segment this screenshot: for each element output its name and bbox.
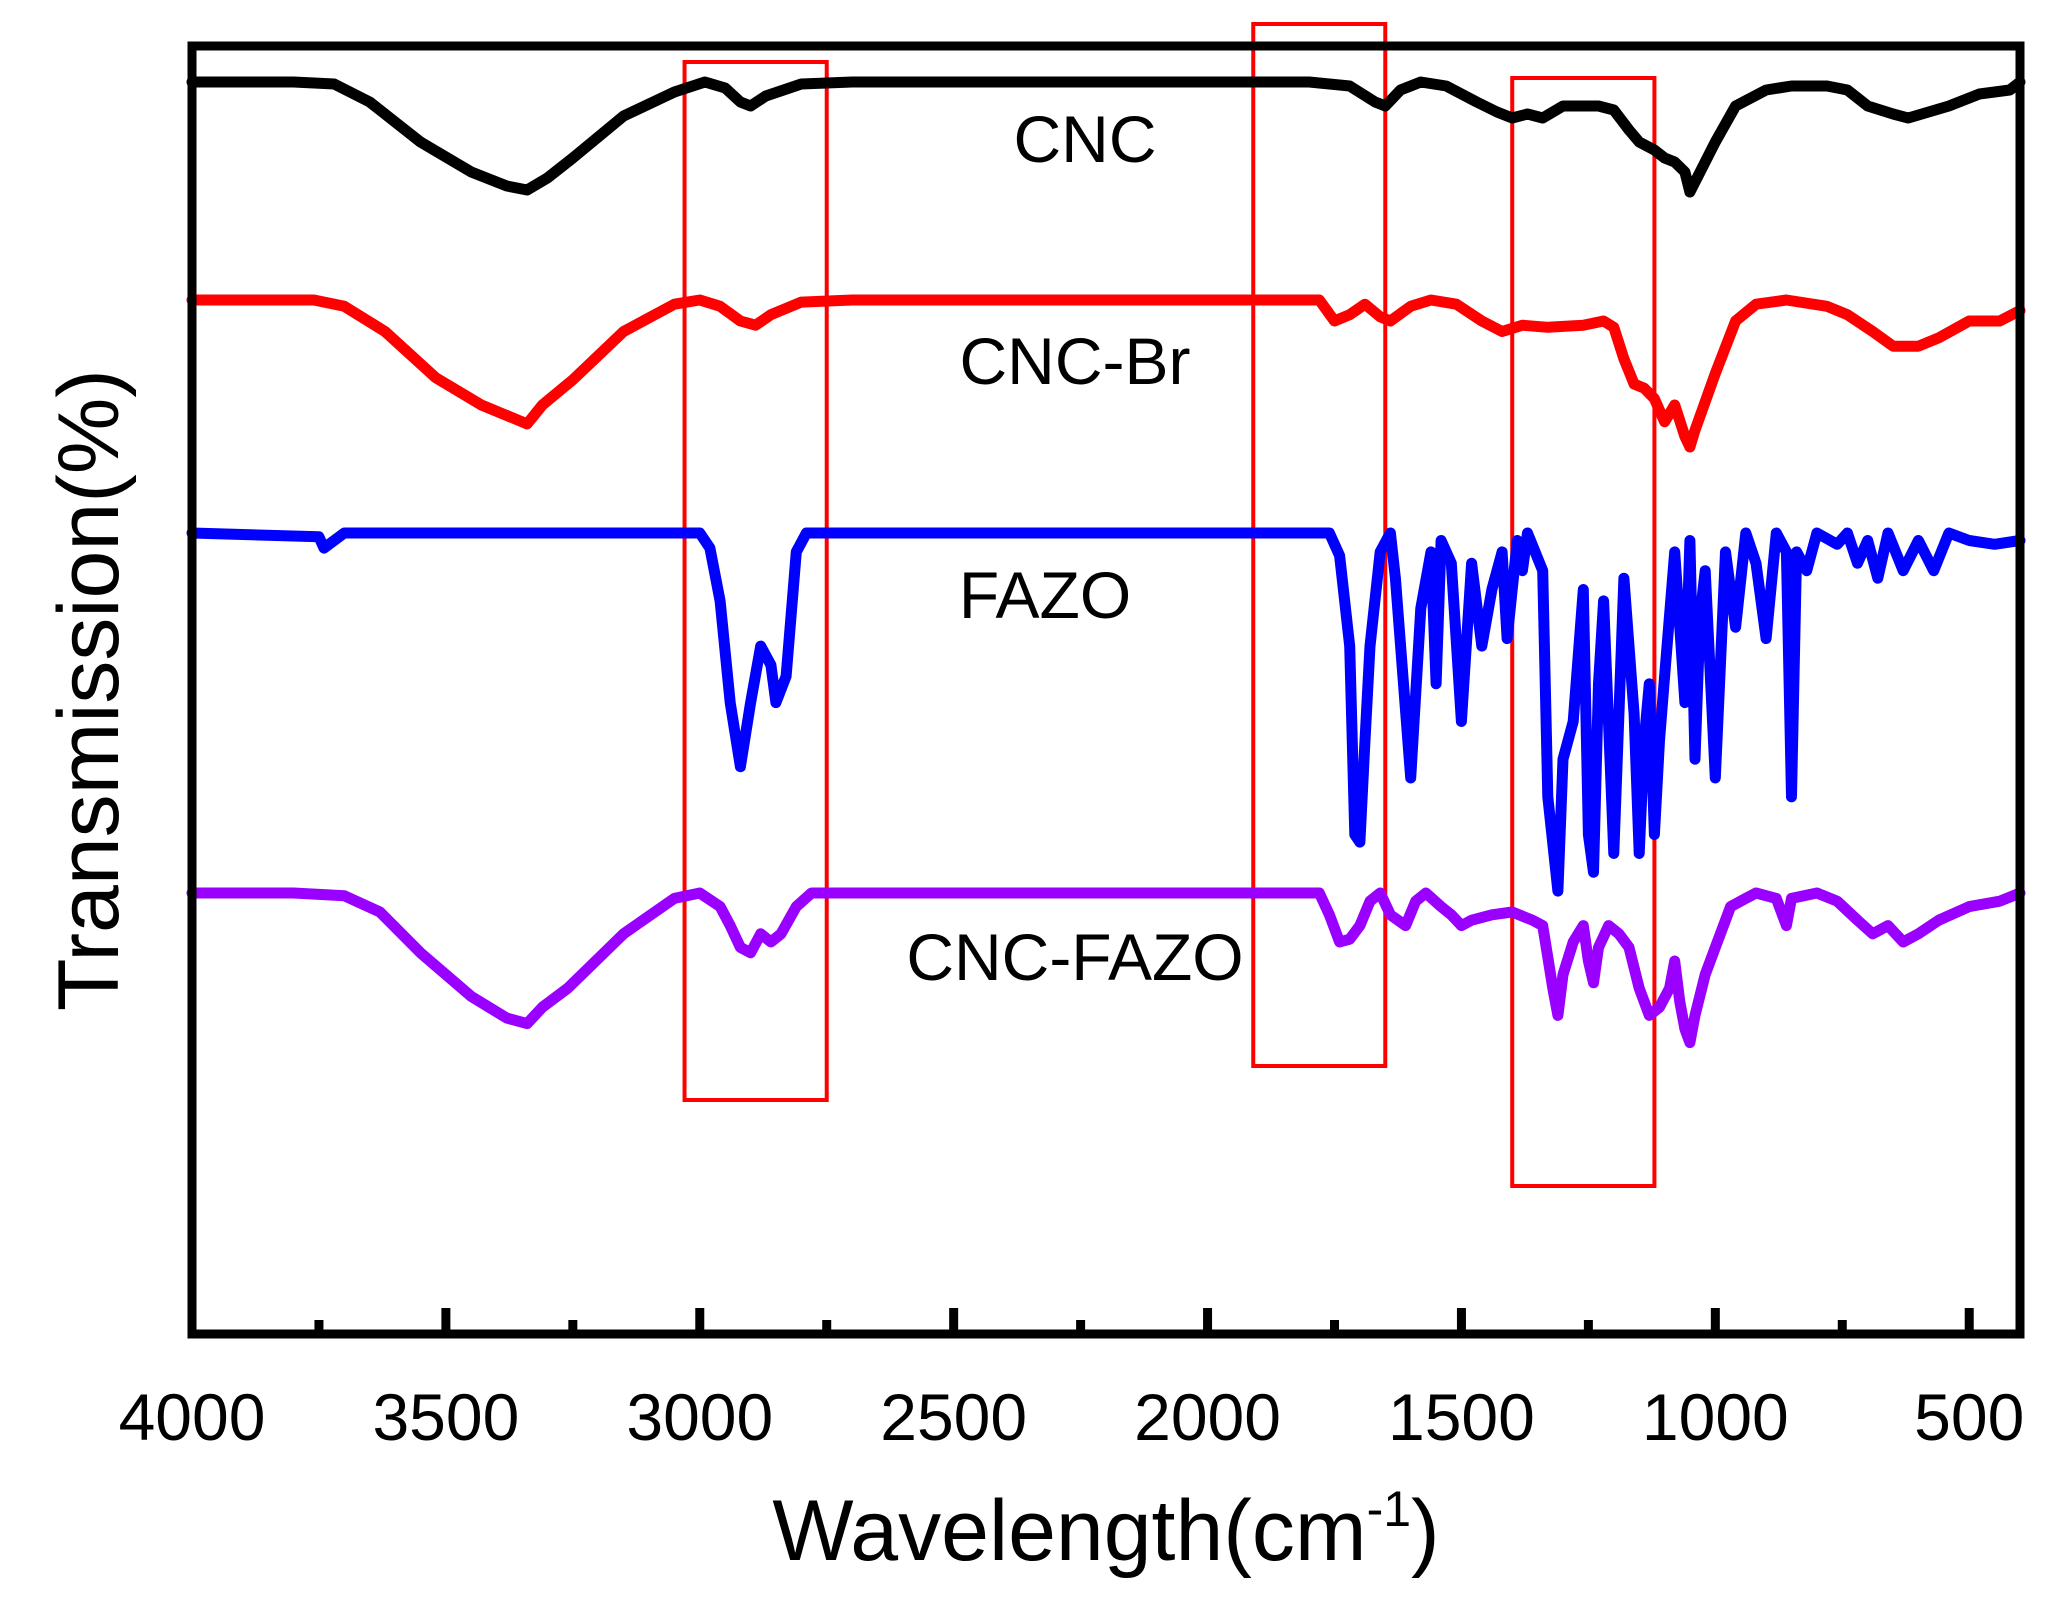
series-label-cnc: CNC — [1014, 102, 1157, 176]
plot-frame — [187, 41, 2025, 1339]
x-tick-label: 2000 — [1134, 1380, 1281, 1454]
x-tick-label: 1000 — [1642, 1380, 1789, 1454]
series-label-cnc-fazo: CNC-FAZO — [906, 920, 1243, 994]
x-tick-label: 500 — [1914, 1380, 2024, 1454]
series-lines — [186, 76, 2026, 1049]
y-axis-title: Transmission(%) — [41, 369, 137, 1011]
x-tick-label: 4000 — [119, 1380, 266, 1454]
x-axis-title-superscript: -1 — [1367, 1481, 1411, 1537]
series-line-cnc — [186, 76, 2026, 198]
x-axis-ticks: 4000 3500 3000 2500 2000 1500 1000 500 — [119, 1308, 2024, 1454]
series-label-fazo: FAZO — [959, 558, 1131, 632]
x-tick-label: 1500 — [1388, 1380, 1535, 1454]
series-line-cnc-fazo — [186, 887, 2026, 1049]
series-labels: CNC CNC-Br FAZO CNC-FAZO — [906, 102, 1243, 994]
x-tick-label: 3500 — [372, 1380, 519, 1454]
series-line-cnc-br — [186, 294, 2026, 453]
x-axis-title-main: Wavelength(cm — [772, 1483, 1366, 1579]
x-tick-label: 3000 — [626, 1380, 773, 1454]
x-tick-label: 2500 — [880, 1380, 1027, 1454]
series-line-fazo — [186, 527, 2026, 897]
series-label-cnc-br: CNC-Br — [960, 324, 1191, 398]
highlight-box — [682, 60, 829, 1102]
x-axis-title-close: ) — [1411, 1483, 1440, 1579]
x-axis-title: Wavelength(cm-1) — [772, 1481, 1439, 1579]
